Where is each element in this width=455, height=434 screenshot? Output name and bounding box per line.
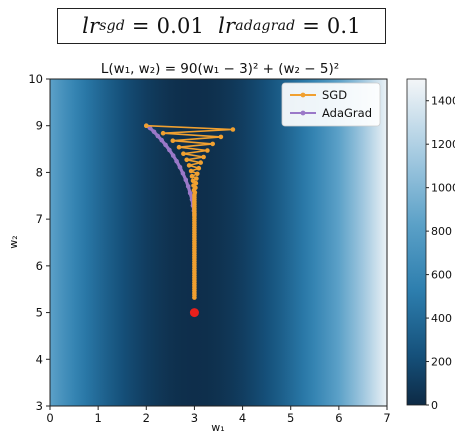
sgd-point	[195, 171, 200, 177]
sgd-point	[176, 144, 182, 150]
adagrad-point	[187, 190, 193, 196]
legend-item-sgd: SGD	[290, 88, 347, 102]
sgd-point	[210, 141, 215, 147]
colorbar-tick-label: 200	[431, 356, 452, 369]
chart-title: L(w₁, w₂) = 90(w₁ − 3)² + (w₂ − 5)²	[101, 61, 339, 77]
lr-sgd-value: 0.01	[156, 14, 205, 38]
y-tick-label: 8	[36, 165, 43, 179]
x-axis: 0 1 2 3 4 5 6 7	[46, 406, 391, 425]
sgd-point	[192, 295, 197, 300]
colorbar-tick-label: 1400	[431, 95, 455, 108]
plot-frame	[49, 78, 388, 407]
sgd-point	[170, 138, 176, 143]
colorbar-tick-label: 400	[431, 312, 452, 325]
x-tick-label: 7	[383, 411, 390, 425]
x-axis-label: w₁	[211, 421, 224, 434]
sgd-point	[194, 176, 199, 181]
adagrad-point	[155, 133, 161, 139]
y-tick-label: 9	[36, 119, 43, 133]
x-tick-label: 2	[143, 411, 150, 425]
colorbar-tick-label: 1000	[431, 182, 455, 195]
legend-sgd-label: SGD	[322, 88, 347, 102]
sgd-point	[188, 168, 194, 174]
adagrad-point	[167, 147, 172, 153]
sgd-point	[184, 157, 189, 163]
y-tick-label: 10	[28, 72, 43, 86]
x-tick-label: 3	[191, 411, 198, 425]
lr-adagrad-symbol: lr	[218, 14, 236, 38]
sgd-point	[181, 151, 186, 156]
y-axis: 3 4 5 6 7 8 9 10	[28, 72, 50, 413]
legend-adagrad-marker	[300, 110, 306, 116]
y-tick-label: 3	[36, 399, 43, 413]
lr-sgd-symbol: lr	[82, 14, 100, 38]
adagrad-point	[151, 129, 157, 135]
colorbar-tick-label: 0	[431, 399, 438, 412]
adagrad-point	[183, 177, 189, 183]
sgd-point	[144, 123, 149, 128]
heatmap-area	[50, 79, 387, 406]
adagrad-point	[159, 137, 164, 143]
legend-item-adagrad: AdaGrad	[290, 106, 372, 120]
adagrad-point	[185, 184, 191, 189]
adagrad-point	[180, 171, 186, 176]
y-tick-label: 6	[36, 259, 43, 273]
adagrad-point	[147, 125, 153, 131]
x-tick-label: 1	[94, 411, 101, 425]
x-tick-label: 5	[287, 411, 294, 425]
sgd-point	[218, 134, 224, 140]
sgd-point	[198, 160, 203, 165]
colorbar-tick-label: 800	[431, 225, 452, 238]
sgd-point	[186, 163, 192, 168]
adagrad-point	[163, 142, 168, 148]
y-tick-label: 7	[36, 212, 43, 226]
lr-sgd-subscript: sgd	[99, 18, 126, 34]
legend-box	[281, 82, 381, 127]
sgd-point	[205, 148, 210, 153]
lr-adagrad-subscript: adagrad	[235, 18, 296, 34]
colorbar	[406, 78, 427, 406]
colorbar-ticks: 0 200 400 600 800 1000 1200 1400	[426, 95, 455, 412]
sgd-point	[196, 165, 202, 171]
adagrad-point	[170, 153, 176, 158]
sgd-point	[189, 173, 195, 179]
y-tick-label: 5	[36, 306, 43, 320]
adagrad-point	[174, 158, 179, 164]
sgd-point	[201, 154, 206, 160]
minimum-point	[189, 308, 199, 318]
sgd-point	[160, 130, 166, 136]
legend-sgd-marker	[300, 92, 306, 98]
sgd-point	[230, 127, 236, 132]
optimizer-paths	[144, 123, 236, 300]
x-tick-label: 0	[46, 411, 53, 425]
x-tick-label: 6	[335, 411, 342, 425]
y-tick-label: 4	[36, 352, 43, 366]
legend-adagrad-label: AdaGrad	[322, 106, 372, 120]
lr-adagrad-value: 0.1	[326, 14, 361, 38]
adagrad-point	[177, 165, 183, 170]
colorbar-tick-label: 1200	[431, 138, 455, 151]
colorbar-tick-label: 600	[431, 269, 452, 282]
learning-rate-box: lr sgd = 0.01 lr adagrad = 0.1	[57, 8, 386, 44]
y-axis-label: w₂	[7, 235, 20, 248]
legend: SGD AdaGrad	[281, 82, 381, 127]
x-tick-label: 4	[239, 411, 246, 425]
